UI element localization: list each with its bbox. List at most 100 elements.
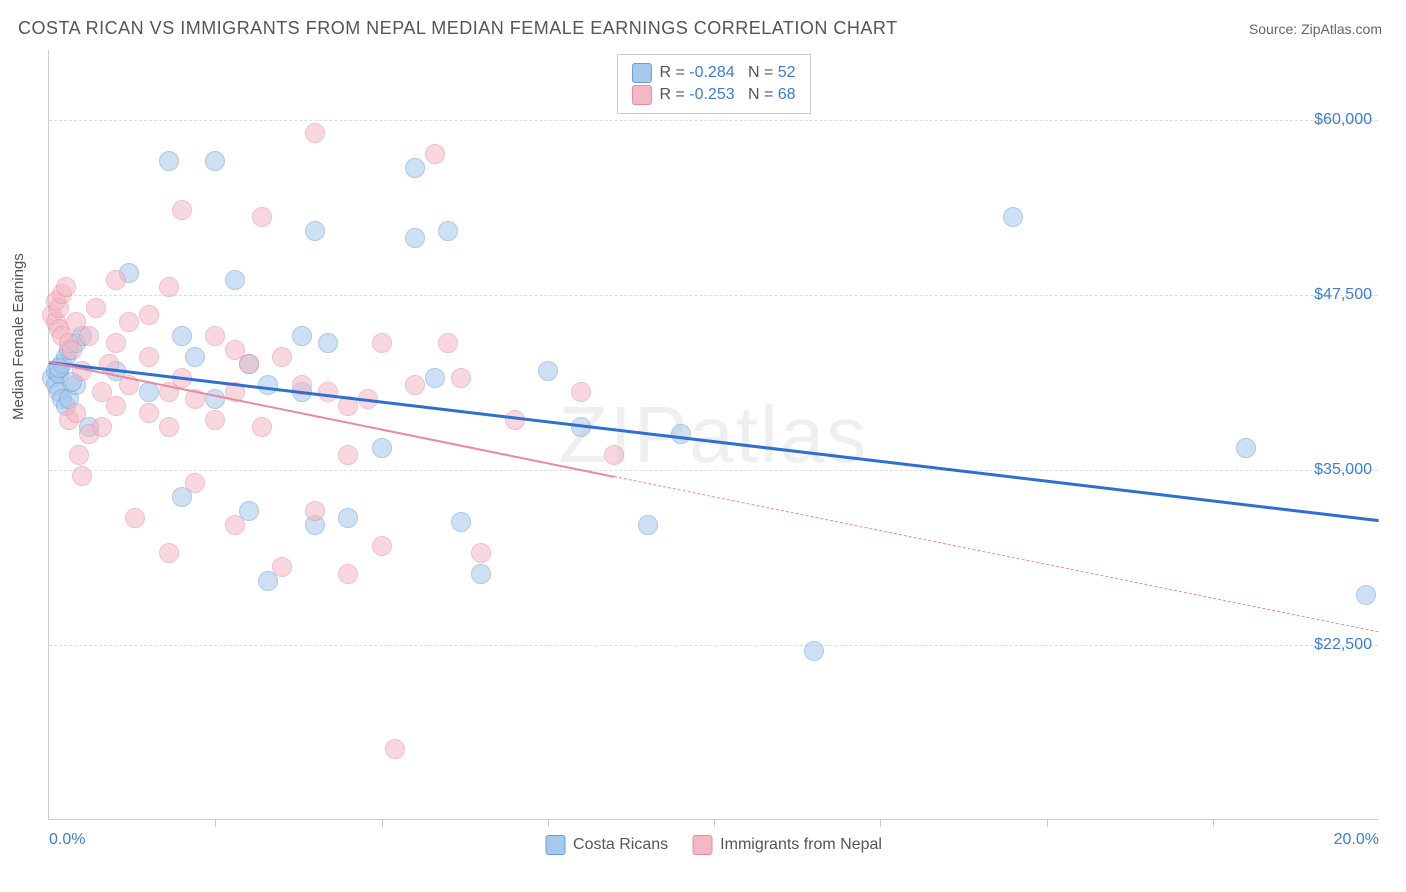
scatter-point (119, 312, 139, 332)
legend-item: Immigrants from Nepal (692, 835, 882, 855)
scatter-point (571, 382, 591, 402)
gridline (49, 470, 1378, 471)
scatter-point (338, 445, 358, 465)
scatter-point (272, 347, 292, 367)
scatter-point (1356, 585, 1376, 605)
legend-swatch (545, 835, 565, 855)
scatter-point (205, 326, 225, 346)
scatter-point (79, 326, 99, 346)
scatter-point (139, 382, 159, 402)
scatter-point (438, 221, 458, 241)
scatter-point (804, 641, 824, 661)
chart-title: COSTA RICAN VS IMMIGRANTS FROM NEPAL MED… (18, 18, 898, 39)
trend-line (614, 476, 1379, 632)
scatter-point (159, 543, 179, 563)
scatter-point (139, 347, 159, 367)
scatter-point (205, 389, 225, 409)
x-tick (880, 819, 881, 827)
legend-label: Immigrants from Nepal (720, 836, 882, 854)
scatter-point (372, 438, 392, 458)
legend-stat-text: R = -0.284 N = 52 (659, 64, 795, 82)
legend-row: R = -0.253 N = 68 (631, 85, 795, 105)
y-tick-label: $22,500 (1314, 636, 1372, 654)
scatter-point (272, 557, 292, 577)
scatter-point (125, 508, 145, 528)
scatter-point (505, 410, 525, 430)
gridline (49, 645, 1378, 646)
x-tick (548, 819, 549, 827)
scatter-point (638, 515, 658, 535)
scatter-point (425, 144, 445, 164)
scatter-point (239, 354, 259, 374)
scatter-point (1236, 438, 1256, 458)
scatter-point (172, 200, 192, 220)
x-tick (714, 819, 715, 827)
scatter-point (438, 333, 458, 353)
scatter-point (159, 277, 179, 297)
scatter-point (159, 417, 179, 437)
scatter-point (372, 333, 392, 353)
legend-swatch (631, 63, 651, 83)
legend-stats-box: R = -0.284 N = 52 R = -0.253 N = 68 (616, 54, 810, 114)
legend-item: Costa Ricans (545, 835, 668, 855)
scatter-point (425, 368, 445, 388)
y-tick-label: $60,000 (1314, 111, 1372, 129)
scatter-point (338, 508, 358, 528)
x-tick (1047, 819, 1048, 827)
scatter-point (106, 333, 126, 353)
chart-plot-area: ZIPatlas $22,500$35,000$47,500$60,0000.0… (48, 50, 1378, 820)
gridline (49, 120, 1378, 121)
scatter-point (1003, 207, 1023, 227)
scatter-point (318, 382, 338, 402)
scatter-point (69, 445, 89, 465)
scatter-point (471, 564, 491, 584)
scatter-point (405, 375, 425, 395)
scatter-point (305, 123, 325, 143)
legend-swatch (692, 835, 712, 855)
gridline (49, 295, 1378, 296)
x-tick-label: 20.0% (1334, 831, 1379, 849)
scatter-point (56, 277, 76, 297)
x-tick (1213, 819, 1214, 827)
x-tick (382, 819, 383, 827)
scatter-point (62, 340, 82, 360)
scatter-point (292, 326, 312, 346)
scatter-point (318, 333, 338, 353)
scatter-point (305, 221, 325, 241)
scatter-point (159, 151, 179, 171)
scatter-point (86, 298, 106, 318)
x-tick-label: 0.0% (49, 831, 85, 849)
source-attribution: Source: ZipAtlas.com (1249, 21, 1382, 37)
scatter-point (252, 207, 272, 227)
scatter-point (172, 326, 192, 346)
y-tick-label: $47,500 (1314, 286, 1372, 304)
scatter-point (252, 417, 272, 437)
scatter-point (451, 368, 471, 388)
y-axis-label: Median Female Earnings (10, 253, 27, 420)
scatter-point (225, 270, 245, 290)
scatter-point (139, 403, 159, 423)
scatter-point (305, 501, 325, 521)
scatter-point (258, 375, 278, 395)
scatter-point (66, 403, 86, 423)
scatter-point (205, 151, 225, 171)
scatter-point (538, 361, 558, 381)
scatter-point (185, 347, 205, 367)
y-tick-label: $35,000 (1314, 461, 1372, 479)
scatter-point (92, 417, 112, 437)
scatter-point (405, 158, 425, 178)
legend-swatch (631, 85, 651, 105)
legend-series-names: Costa Ricans Immigrants from Nepal (545, 835, 882, 855)
scatter-point (385, 739, 405, 759)
legend-row: R = -0.284 N = 52 (631, 63, 795, 83)
scatter-point (405, 228, 425, 248)
scatter-point (471, 543, 491, 563)
legend-label: Costa Ricans (573, 836, 668, 854)
scatter-point (185, 473, 205, 493)
scatter-point (205, 410, 225, 430)
scatter-point (671, 424, 691, 444)
scatter-point (338, 564, 358, 584)
scatter-point (604, 445, 624, 465)
scatter-point (139, 305, 159, 325)
scatter-point (72, 466, 92, 486)
